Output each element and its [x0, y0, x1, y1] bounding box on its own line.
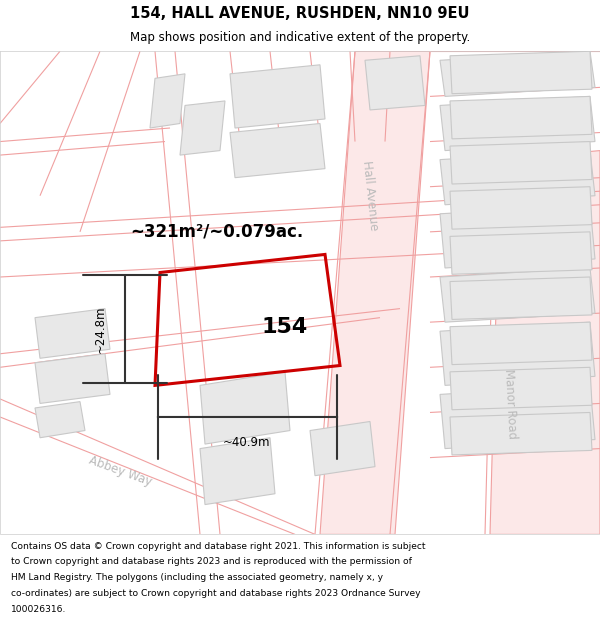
Polygon shape: [450, 412, 592, 455]
Polygon shape: [450, 96, 592, 139]
Text: ~24.8m: ~24.8m: [94, 306, 107, 353]
Polygon shape: [440, 268, 595, 322]
Polygon shape: [490, 151, 600, 534]
Polygon shape: [200, 438, 275, 504]
Text: 100026316.: 100026316.: [11, 605, 66, 614]
Polygon shape: [440, 322, 595, 386]
Text: HM Land Registry. The polygons (including the associated geometry, namely x, y: HM Land Registry. The polygons (includin…: [11, 573, 383, 582]
Polygon shape: [440, 151, 595, 205]
Polygon shape: [35, 402, 85, 437]
Polygon shape: [310, 421, 375, 476]
Polygon shape: [450, 277, 592, 319]
Polygon shape: [35, 309, 110, 358]
Text: Abbey Way: Abbey Way: [87, 454, 153, 489]
Polygon shape: [450, 232, 592, 274]
Text: ~321m²/~0.079ac.: ~321m²/~0.079ac.: [130, 223, 303, 241]
Text: 154: 154: [262, 317, 308, 337]
Polygon shape: [450, 322, 592, 364]
Polygon shape: [440, 51, 595, 96]
Polygon shape: [450, 141, 592, 184]
Text: co-ordinates) are subject to Crown copyright and database rights 2023 Ordnance S: co-ordinates) are subject to Crown copyr…: [11, 589, 420, 598]
Polygon shape: [450, 187, 592, 229]
Polygon shape: [320, 51, 430, 534]
Text: to Crown copyright and database rights 2023 and is reproduced with the permissio: to Crown copyright and database rights 2…: [11, 558, 412, 566]
Polygon shape: [450, 368, 592, 410]
Polygon shape: [440, 96, 595, 151]
Text: Contains OS data © Crown copyright and database right 2021. This information is : Contains OS data © Crown copyright and d…: [11, 542, 425, 551]
Text: 154, HALL AVENUE, RUSHDEN, NN10 9EU: 154, HALL AVENUE, RUSHDEN, NN10 9EU: [130, 6, 470, 21]
Text: Manor Road: Manor Road: [502, 368, 518, 439]
Text: ~40.9m: ~40.9m: [223, 436, 271, 449]
Polygon shape: [365, 56, 425, 110]
Polygon shape: [35, 354, 110, 403]
Text: Hall Avenue: Hall Avenue: [360, 160, 380, 231]
Polygon shape: [150, 74, 185, 128]
Polygon shape: [230, 124, 325, 177]
Polygon shape: [440, 205, 595, 268]
Polygon shape: [180, 101, 225, 155]
Polygon shape: [440, 386, 595, 449]
Polygon shape: [230, 65, 325, 128]
Polygon shape: [450, 51, 592, 94]
Text: Map shows position and indicative extent of the property.: Map shows position and indicative extent…: [130, 31, 470, 44]
Polygon shape: [200, 372, 290, 444]
